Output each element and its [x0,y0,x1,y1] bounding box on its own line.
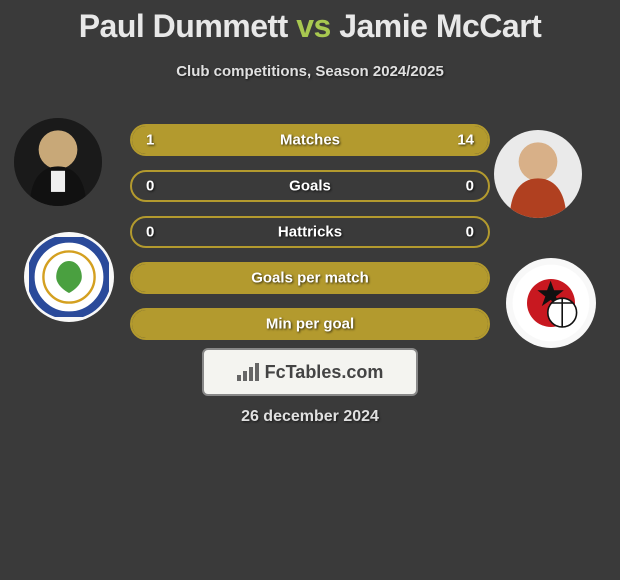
subtitle: Club competitions, Season 2024/2025 [0,63,620,80]
club-badge-left [24,232,114,322]
vs-label: vs [296,8,331,44]
player2-name: Jamie McCart [339,8,541,44]
stat-bars: 1 Matches 14 0 Goals 0 0 Hattricks 0 Goals per ma… [130,124,490,354]
stat-bar: 0 Goals 0 [130,170,490,202]
page-title: Paul Dummett vs Jamie McCart [0,0,620,45]
player-left-avatar [14,118,102,206]
stat-label: Matches [280,132,340,149]
stat-right-value: 0 [466,178,474,195]
stat-bar: Goals per match [130,262,490,294]
avatar-silhouette-icon [494,130,582,218]
stat-bar: 1 Matches 14 [130,124,490,156]
stat-bar: 0 Hattricks 0 [130,216,490,248]
stat-label: Hattricks [278,224,342,241]
stat-bar: Min per goal [130,308,490,340]
stat-left-value: 1 [146,132,154,149]
club-badge-right [506,258,596,348]
stat-left-value: 0 [146,224,154,241]
crest-icon [511,263,591,343]
stat-label: Goals [289,178,331,195]
bar-chart-icon [237,363,259,381]
watermark: FcTables.com [202,348,418,396]
date-label: 26 december 2024 [241,408,379,426]
stat-right-value: 0 [466,224,474,241]
watermark-text: FcTables.com [265,362,384,383]
player1-name: Paul Dummett [79,8,288,44]
player-right-avatar [494,130,582,218]
comparison-card: Paul Dummett vs Jamie McCart Club compet… [0,0,620,580]
avatar-silhouette-icon [14,118,102,206]
stat-label: Min per goal [266,316,354,333]
crest-icon [29,237,109,317]
stat-right-value: 14 [457,132,474,149]
stat-left-value: 0 [146,178,154,195]
stat-label: Goals per match [251,270,369,287]
